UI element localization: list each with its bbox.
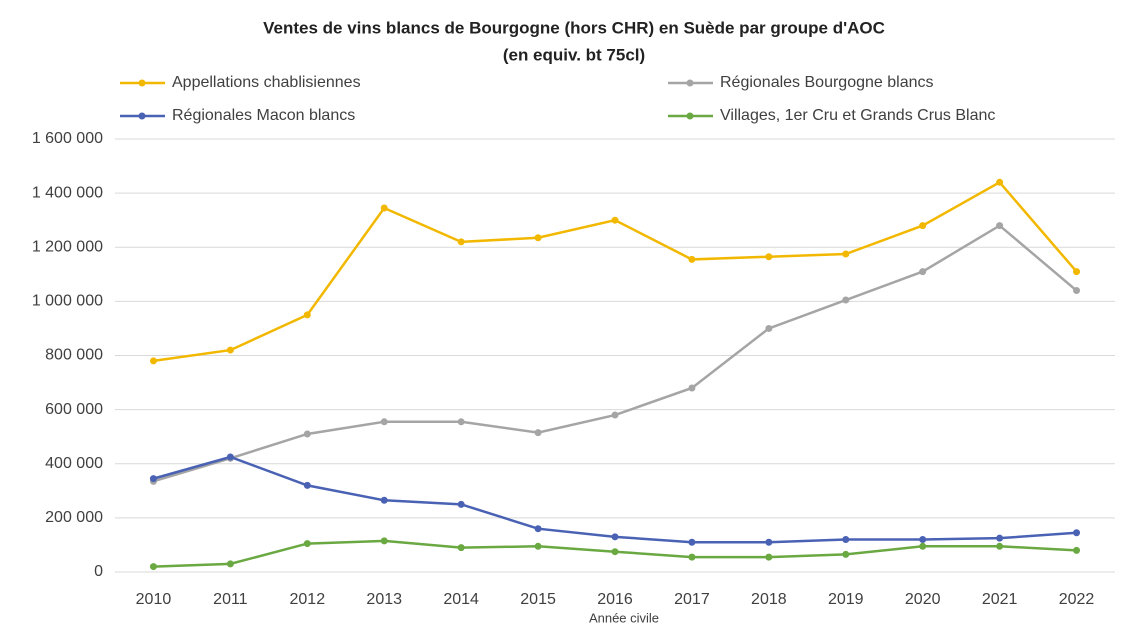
point-marker bbox=[226, 346, 234, 354]
x-tick-label: 2020 bbox=[905, 591, 941, 608]
point-marker bbox=[765, 538, 773, 546]
y-tick-label: 1 200 000 bbox=[32, 238, 103, 255]
point-marker bbox=[303, 311, 311, 319]
x-tick-label: 2011 bbox=[213, 591, 248, 608]
y-tick-label: 1 600 000 bbox=[32, 130, 103, 147]
x-tick-label: 2015 bbox=[520, 591, 556, 608]
y-tick-label: 1 400 000 bbox=[32, 184, 103, 201]
y-tick-label: 200 000 bbox=[45, 509, 103, 526]
legend-marker bbox=[686, 79, 694, 87]
point-marker bbox=[611, 216, 619, 224]
x-tick-label: 2019 bbox=[828, 591, 864, 608]
x-tick-label: 2017 bbox=[674, 591, 710, 608]
point-marker bbox=[149, 563, 157, 571]
point-marker bbox=[688, 255, 696, 263]
x-tick-label: 2012 bbox=[290, 591, 326, 608]
point-marker bbox=[534, 542, 542, 550]
point-marker bbox=[1073, 268, 1081, 276]
legend-label: Régionales Bourgogne blancs bbox=[720, 74, 933, 91]
point-marker bbox=[534, 234, 542, 242]
y-tick-label: 0 bbox=[94, 563, 103, 580]
legend-marker bbox=[138, 112, 146, 120]
y-tick-label: 400 000 bbox=[45, 455, 103, 472]
series-line bbox=[153, 224, 1078, 483]
point-marker bbox=[688, 384, 696, 392]
legend-marker bbox=[686, 112, 694, 120]
point-marker bbox=[1073, 287, 1081, 295]
x-tick-label: 2018 bbox=[751, 591, 787, 608]
y-tick-label: 600 000 bbox=[45, 401, 103, 418]
point-marker bbox=[1073, 529, 1081, 537]
point-marker bbox=[996, 222, 1004, 230]
x-tick-label: 2014 bbox=[443, 591, 479, 608]
legend-label: Appellations chablisiennes bbox=[172, 74, 361, 91]
point-marker bbox=[842, 550, 850, 558]
point-marker bbox=[380, 204, 388, 212]
point-marker bbox=[919, 268, 927, 276]
x-tick-label: 2016 bbox=[597, 591, 633, 608]
point-marker bbox=[842, 536, 850, 544]
x-tick-label: 2021 bbox=[982, 591, 1018, 608]
x-tick-label: 2010 bbox=[136, 591, 172, 608]
point-marker bbox=[688, 553, 696, 561]
chart-title: Ventes de vins blancs de Bourgogne (hors… bbox=[263, 18, 885, 37]
point-marker bbox=[842, 296, 850, 304]
point-marker bbox=[919, 536, 927, 544]
point-marker bbox=[380, 537, 388, 545]
legend-marker bbox=[138, 79, 146, 87]
point-marker bbox=[457, 500, 465, 508]
point-marker bbox=[996, 534, 1004, 542]
point-marker bbox=[688, 538, 696, 546]
point-marker bbox=[457, 418, 465, 426]
point-marker bbox=[303, 540, 311, 548]
y-tick-label: 1 000 000 bbox=[32, 293, 103, 310]
point-marker bbox=[611, 533, 619, 541]
point-marker bbox=[457, 238, 465, 246]
series-line bbox=[153, 455, 1077, 544]
point-marker bbox=[149, 475, 157, 483]
chart-subtitle: (en equiv. bt 75cl) bbox=[503, 45, 645, 64]
legend-label: Régionales Macon blancs bbox=[172, 107, 355, 124]
point-marker bbox=[226, 560, 234, 568]
x-tick-label: 2013 bbox=[366, 591, 402, 608]
point-marker bbox=[919, 542, 927, 550]
y-tick-label: 800 000 bbox=[45, 347, 103, 364]
point-marker bbox=[534, 525, 542, 533]
legend-label: Villages, 1er Cru et Grands Crus Blanc bbox=[720, 107, 995, 124]
series-line bbox=[153, 180, 1078, 363]
point-marker bbox=[842, 250, 850, 258]
point-marker bbox=[380, 418, 388, 426]
point-marker bbox=[996, 178, 1004, 186]
point-marker bbox=[534, 429, 542, 437]
point-marker bbox=[380, 496, 388, 504]
point-marker bbox=[611, 411, 619, 419]
point-marker bbox=[457, 544, 465, 552]
point-marker bbox=[765, 324, 773, 332]
x-tick-label: 2022 bbox=[1059, 591, 1095, 608]
point-marker bbox=[919, 222, 927, 230]
point-marker bbox=[303, 430, 311, 438]
point-marker bbox=[303, 481, 311, 489]
point-marker bbox=[226, 453, 234, 461]
point-marker bbox=[1073, 546, 1081, 554]
point-marker bbox=[765, 553, 773, 561]
x-axis-label: Année civile bbox=[589, 610, 659, 625]
point-marker bbox=[611, 548, 619, 556]
point-marker bbox=[996, 542, 1004, 550]
point-marker bbox=[765, 253, 773, 261]
point-marker bbox=[149, 357, 157, 365]
